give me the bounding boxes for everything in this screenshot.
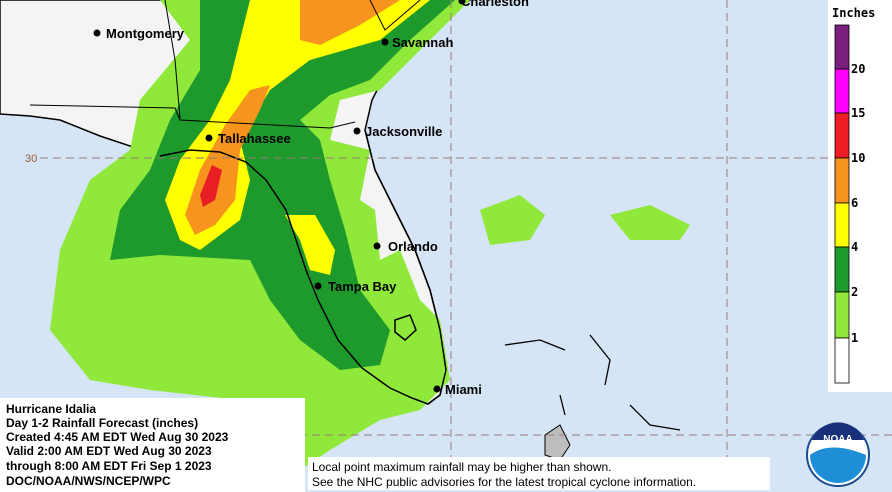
city-label: Miami (445, 382, 482, 397)
legend-label: 6 (851, 196, 858, 210)
legend-label: 1 (851, 331, 858, 345)
info-line: Created 4:45 AM EDT Wed Aug 30 2023 (6, 430, 229, 444)
city-dot (458, 0, 466, 5)
city-label: Jacksonville (365, 124, 442, 139)
legend-label: 10 (851, 151, 865, 165)
logo-text: NOAA (823, 434, 852, 445)
info-line: Day 1-2 Rainfall Forecast (inches) (6, 416, 198, 430)
city-label: Charleston (461, 0, 529, 9)
info-line: Valid 2:00 AM EDT Wed Aug 30 2023 (6, 444, 212, 458)
noaa-logo: NOAA (806, 422, 870, 487)
rain-10-15 (200, 165, 222, 207)
city-dot (373, 242, 381, 250)
info-line: Hurricane Idalia (6, 402, 96, 416)
disclaimer-box (308, 457, 770, 490)
city-dot (93, 29, 101, 37)
island (544, 424, 571, 461)
disclaimer-line: See the NHC public advisories for the la… (312, 475, 696, 489)
city-dot (205, 134, 213, 142)
latitude-label: 30 (25, 153, 37, 165)
legend-swatch (834, 112, 850, 159)
legend-swatch (834, 337, 850, 384)
info-line: DOC/NOAA/NWS/NCEP/WPC (6, 474, 171, 488)
rain-1-2 (610, 205, 690, 240)
legend-label: 20 (851, 62, 865, 76)
city-label: Tallahassee (218, 131, 291, 146)
city-label: Orlando (388, 239, 438, 254)
rain-4-6 (285, 215, 335, 275)
legend-swatch (834, 157, 850, 204)
legend-label: 4 (851, 240, 858, 254)
city-dot (381, 38, 389, 46)
legend-swatch (834, 291, 850, 339)
rain-1-2 (480, 195, 545, 245)
legend-swatch (834, 246, 850, 293)
city-dot (433, 385, 441, 393)
legend-swatch (834, 202, 850, 248)
disclaimer-line: Local point maximum rainfall may be high… (312, 460, 611, 474)
legend-title: Inches (832, 6, 875, 20)
info-line: through 8:00 AM EDT Fri Sep 1 2023 (6, 459, 212, 473)
rain-6-10 (300, 0, 400, 45)
city-dot (353, 127, 361, 135)
state-border (29, 0, 421, 129)
legend-label: 2 (851, 285, 858, 299)
legend-label: 15 (851, 106, 865, 120)
island (504, 334, 681, 431)
legend-swatch (834, 68, 850, 114)
city-label: Tampa Bay (328, 279, 397, 294)
cities: Charleston Montgomery Savannah Jacksonvi… (93, 0, 529, 397)
info-box (0, 398, 305, 492)
city-dot (314, 282, 322, 290)
city-label: Montgomery (106, 26, 185, 41)
legend-bar (834, 24, 850, 384)
city-label: Savannah (392, 35, 453, 50)
lake (394, 314, 417, 341)
rain-2-4 (110, 0, 455, 370)
legend-swatch (834, 24, 850, 70)
coastline (159, 129, 447, 405)
